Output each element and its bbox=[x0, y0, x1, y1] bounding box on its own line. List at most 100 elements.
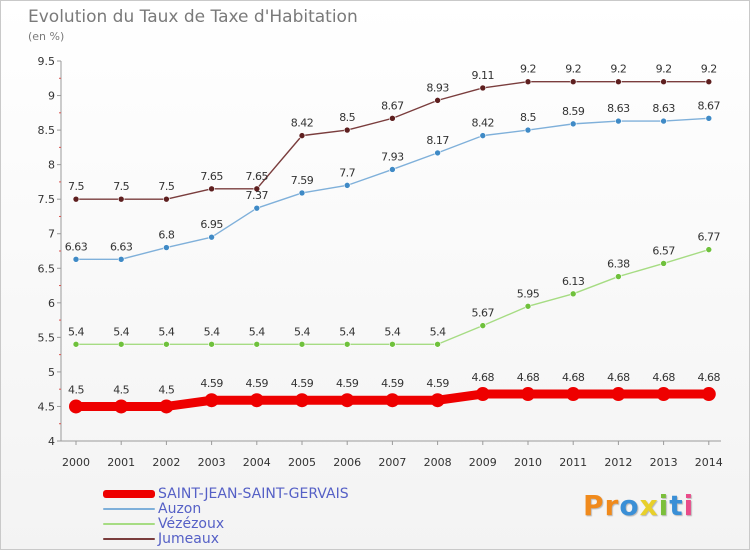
legend-label: Jumeaux bbox=[158, 530, 219, 547]
data-label: 4.68 bbox=[517, 371, 540, 384]
data-point bbox=[660, 260, 667, 267]
data-label: 4.59 bbox=[381, 377, 404, 390]
x-tick-label: 2004 bbox=[243, 456, 271, 469]
data-point bbox=[298, 132, 306, 139]
data-label: 4.5 bbox=[68, 383, 84, 396]
data-label: 4.68 bbox=[652, 371, 675, 384]
y-tick-label: 8.5 bbox=[38, 124, 56, 137]
data-label: 4.68 bbox=[698, 371, 721, 384]
data-label: 7.5 bbox=[113, 180, 129, 193]
y-tick-label: 6.5 bbox=[38, 262, 56, 275]
data-point bbox=[117, 255, 125, 263]
data-label: 9.2 bbox=[701, 63, 717, 76]
x-tick-label: 2012 bbox=[604, 456, 632, 469]
data-point bbox=[660, 78, 667, 86]
data-point bbox=[524, 78, 532, 86]
data-point bbox=[389, 166, 396, 173]
data-label: 7.37 bbox=[246, 189, 269, 202]
data-label: 6.57 bbox=[652, 244, 675, 257]
data-point bbox=[298, 189, 306, 197]
data-label: 9.2 bbox=[656, 63, 672, 76]
x-tick-label: 2010 bbox=[514, 456, 542, 469]
data-point bbox=[343, 340, 351, 348]
x-tick-label: 2003 bbox=[198, 456, 226, 469]
data-point bbox=[660, 117, 667, 125]
legend-label: SAINT-JEAN-SAINT-GERVAIS bbox=[158, 485, 349, 502]
data-point bbox=[524, 126, 532, 134]
y-tick-label: 8 bbox=[48, 159, 55, 172]
data-label: 4.68 bbox=[607, 371, 630, 384]
chart-series bbox=[69, 78, 716, 414]
legend-item-saint-jean-saint-gervais: SAINT-JEAN-SAINT-GERVAIS bbox=[103, 485, 349, 502]
data-point bbox=[298, 340, 306, 348]
data-label: 5.4 bbox=[430, 325, 446, 338]
legend-label: Vézézoux bbox=[158, 515, 225, 532]
y-tick-label: 5 bbox=[48, 366, 55, 379]
data-label: 9.2 bbox=[610, 63, 626, 76]
data-point bbox=[479, 322, 487, 329]
x-tick-label: 2001 bbox=[107, 456, 135, 469]
data-label: 5.4 bbox=[158, 325, 174, 338]
data-label: 4.59 bbox=[336, 377, 359, 390]
y-tick-label: 5.5 bbox=[38, 331, 56, 344]
data-label: 6.95 bbox=[200, 218, 223, 231]
data-point bbox=[569, 120, 577, 128]
x-tick-label: 2002 bbox=[152, 456, 180, 469]
data-label: 8.42 bbox=[291, 117, 314, 130]
data-point bbox=[434, 340, 441, 348]
data-point bbox=[69, 399, 83, 414]
data-point bbox=[163, 340, 170, 348]
x-tick-label: 2006 bbox=[333, 456, 361, 469]
data-label: 4.68 bbox=[562, 371, 585, 384]
data-label: 4.5 bbox=[158, 383, 174, 396]
data-point bbox=[343, 126, 351, 134]
logo-letter: P bbox=[583, 489, 605, 522]
data-label: 8.63 bbox=[607, 102, 630, 115]
data-label: 7.59 bbox=[291, 174, 314, 187]
data-point bbox=[705, 115, 713, 122]
legend-label: Auzon bbox=[158, 500, 202, 517]
data-label: 4.59 bbox=[200, 377, 223, 390]
data-point bbox=[656, 387, 671, 402]
data-point bbox=[385, 393, 400, 408]
data-point bbox=[615, 117, 622, 125]
legend-swatch bbox=[103, 489, 155, 498]
data-label: 8.67 bbox=[381, 99, 404, 112]
logo-letter: t bbox=[669, 489, 684, 522]
data-point bbox=[389, 340, 396, 348]
data-label: 8.59 bbox=[562, 105, 585, 118]
data-point bbox=[524, 302, 532, 310]
data-point bbox=[253, 204, 261, 212]
x-tick-label: 2007 bbox=[378, 456, 406, 469]
data-point bbox=[208, 185, 215, 193]
data-label: 7.65 bbox=[200, 170, 223, 183]
data-point bbox=[615, 78, 622, 86]
data-point bbox=[163, 244, 170, 251]
data-point bbox=[705, 246, 713, 253]
x-tick-label: 2005 bbox=[288, 456, 316, 469]
data-label: 6.38 bbox=[607, 258, 630, 271]
data-label: 5.67 bbox=[472, 307, 495, 320]
data-point bbox=[615, 273, 622, 280]
data-point bbox=[611, 387, 626, 402]
data-point bbox=[434, 149, 441, 157]
data-label: 8.5 bbox=[520, 111, 536, 124]
data-label: 9.2 bbox=[520, 63, 536, 76]
data-label: 8.42 bbox=[472, 117, 495, 130]
y-tick-label: 7 bbox=[48, 228, 55, 241]
data-point bbox=[569, 290, 577, 298]
data-label: 6.63 bbox=[65, 240, 88, 253]
data-point bbox=[72, 255, 80, 263]
y-tick-label: 7.5 bbox=[38, 193, 56, 206]
legend-item-vezezoux: Vézézoux bbox=[103, 515, 225, 532]
data-point bbox=[117, 195, 125, 203]
logo-letter: x bbox=[639, 489, 659, 522]
data-point bbox=[117, 340, 125, 348]
legend-swatch bbox=[103, 522, 155, 525]
legend-swatch bbox=[103, 537, 155, 540]
data-label: 4.5 bbox=[113, 383, 129, 396]
x-tick-label: 2009 bbox=[469, 456, 497, 469]
data-label: 4.59 bbox=[426, 377, 449, 390]
y-tick-label: 9.5 bbox=[38, 55, 56, 68]
x-tick-label: 2014 bbox=[695, 456, 723, 469]
